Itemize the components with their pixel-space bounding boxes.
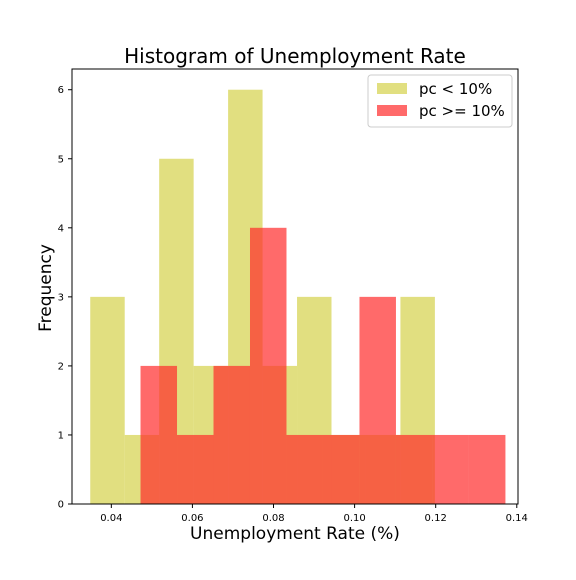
- y-tick-label: 5: [58, 154, 64, 165]
- x-tick-label: 0.12: [425, 513, 447, 524]
- y-tick-label: 3: [58, 292, 64, 303]
- histogram-bar: [249, 227, 287, 505]
- y-tick-label: 6: [58, 85, 64, 96]
- histogram-bar: [322, 434, 360, 504]
- x-tick-label: 0.10: [343, 513, 365, 524]
- y-tick-label: 1: [58, 430, 64, 441]
- histogram-bar: [140, 365, 178, 504]
- y-tick-label: 4: [58, 223, 64, 234]
- histogram-bar: [359, 296, 396, 504]
- x-tick-label: 0.08: [262, 513, 284, 524]
- y-tick-label: 0: [58, 500, 64, 511]
- legend: pc < 10% pc >= 10%: [367, 74, 513, 128]
- y-axis-label: Frequency: [36, 244, 56, 332]
- chart-title: Histogram of Unemployment Rate: [124, 44, 466, 68]
- plot-area: [90, 89, 506, 505]
- legend-swatch: [377, 105, 407, 116]
- x-axis-label: Unemployment Rate (%): [190, 524, 400, 544]
- plot-frame: [71, 68, 519, 505]
- histogram-bar: [213, 365, 250, 504]
- x-tick-label: 0.14: [506, 513, 528, 524]
- histogram-bar: [286, 434, 323, 504]
- histogram-bar: [395, 434, 433, 504]
- axes: 0.04 0.06 0.08 0.10 0.12 0.14 0 1 2 3 4 5 6: [58, 68, 528, 524]
- histogram-bar: [432, 434, 469, 504]
- legend-label: pc >= 10%: [419, 102, 505, 120]
- histogram-bar: [90, 296, 125, 504]
- x-tick-label: 0.06: [181, 513, 203, 524]
- legend-swatch: [377, 83, 407, 94]
- histogram-bar: [468, 434, 506, 504]
- legend-label: pc < 10%: [419, 80, 492, 98]
- histogram-bar: [177, 434, 214, 504]
- y-tick-label: 2: [58, 361, 64, 372]
- series-above-10pc: [140, 227, 506, 505]
- x-tick-label: 0.04: [100, 513, 122, 524]
